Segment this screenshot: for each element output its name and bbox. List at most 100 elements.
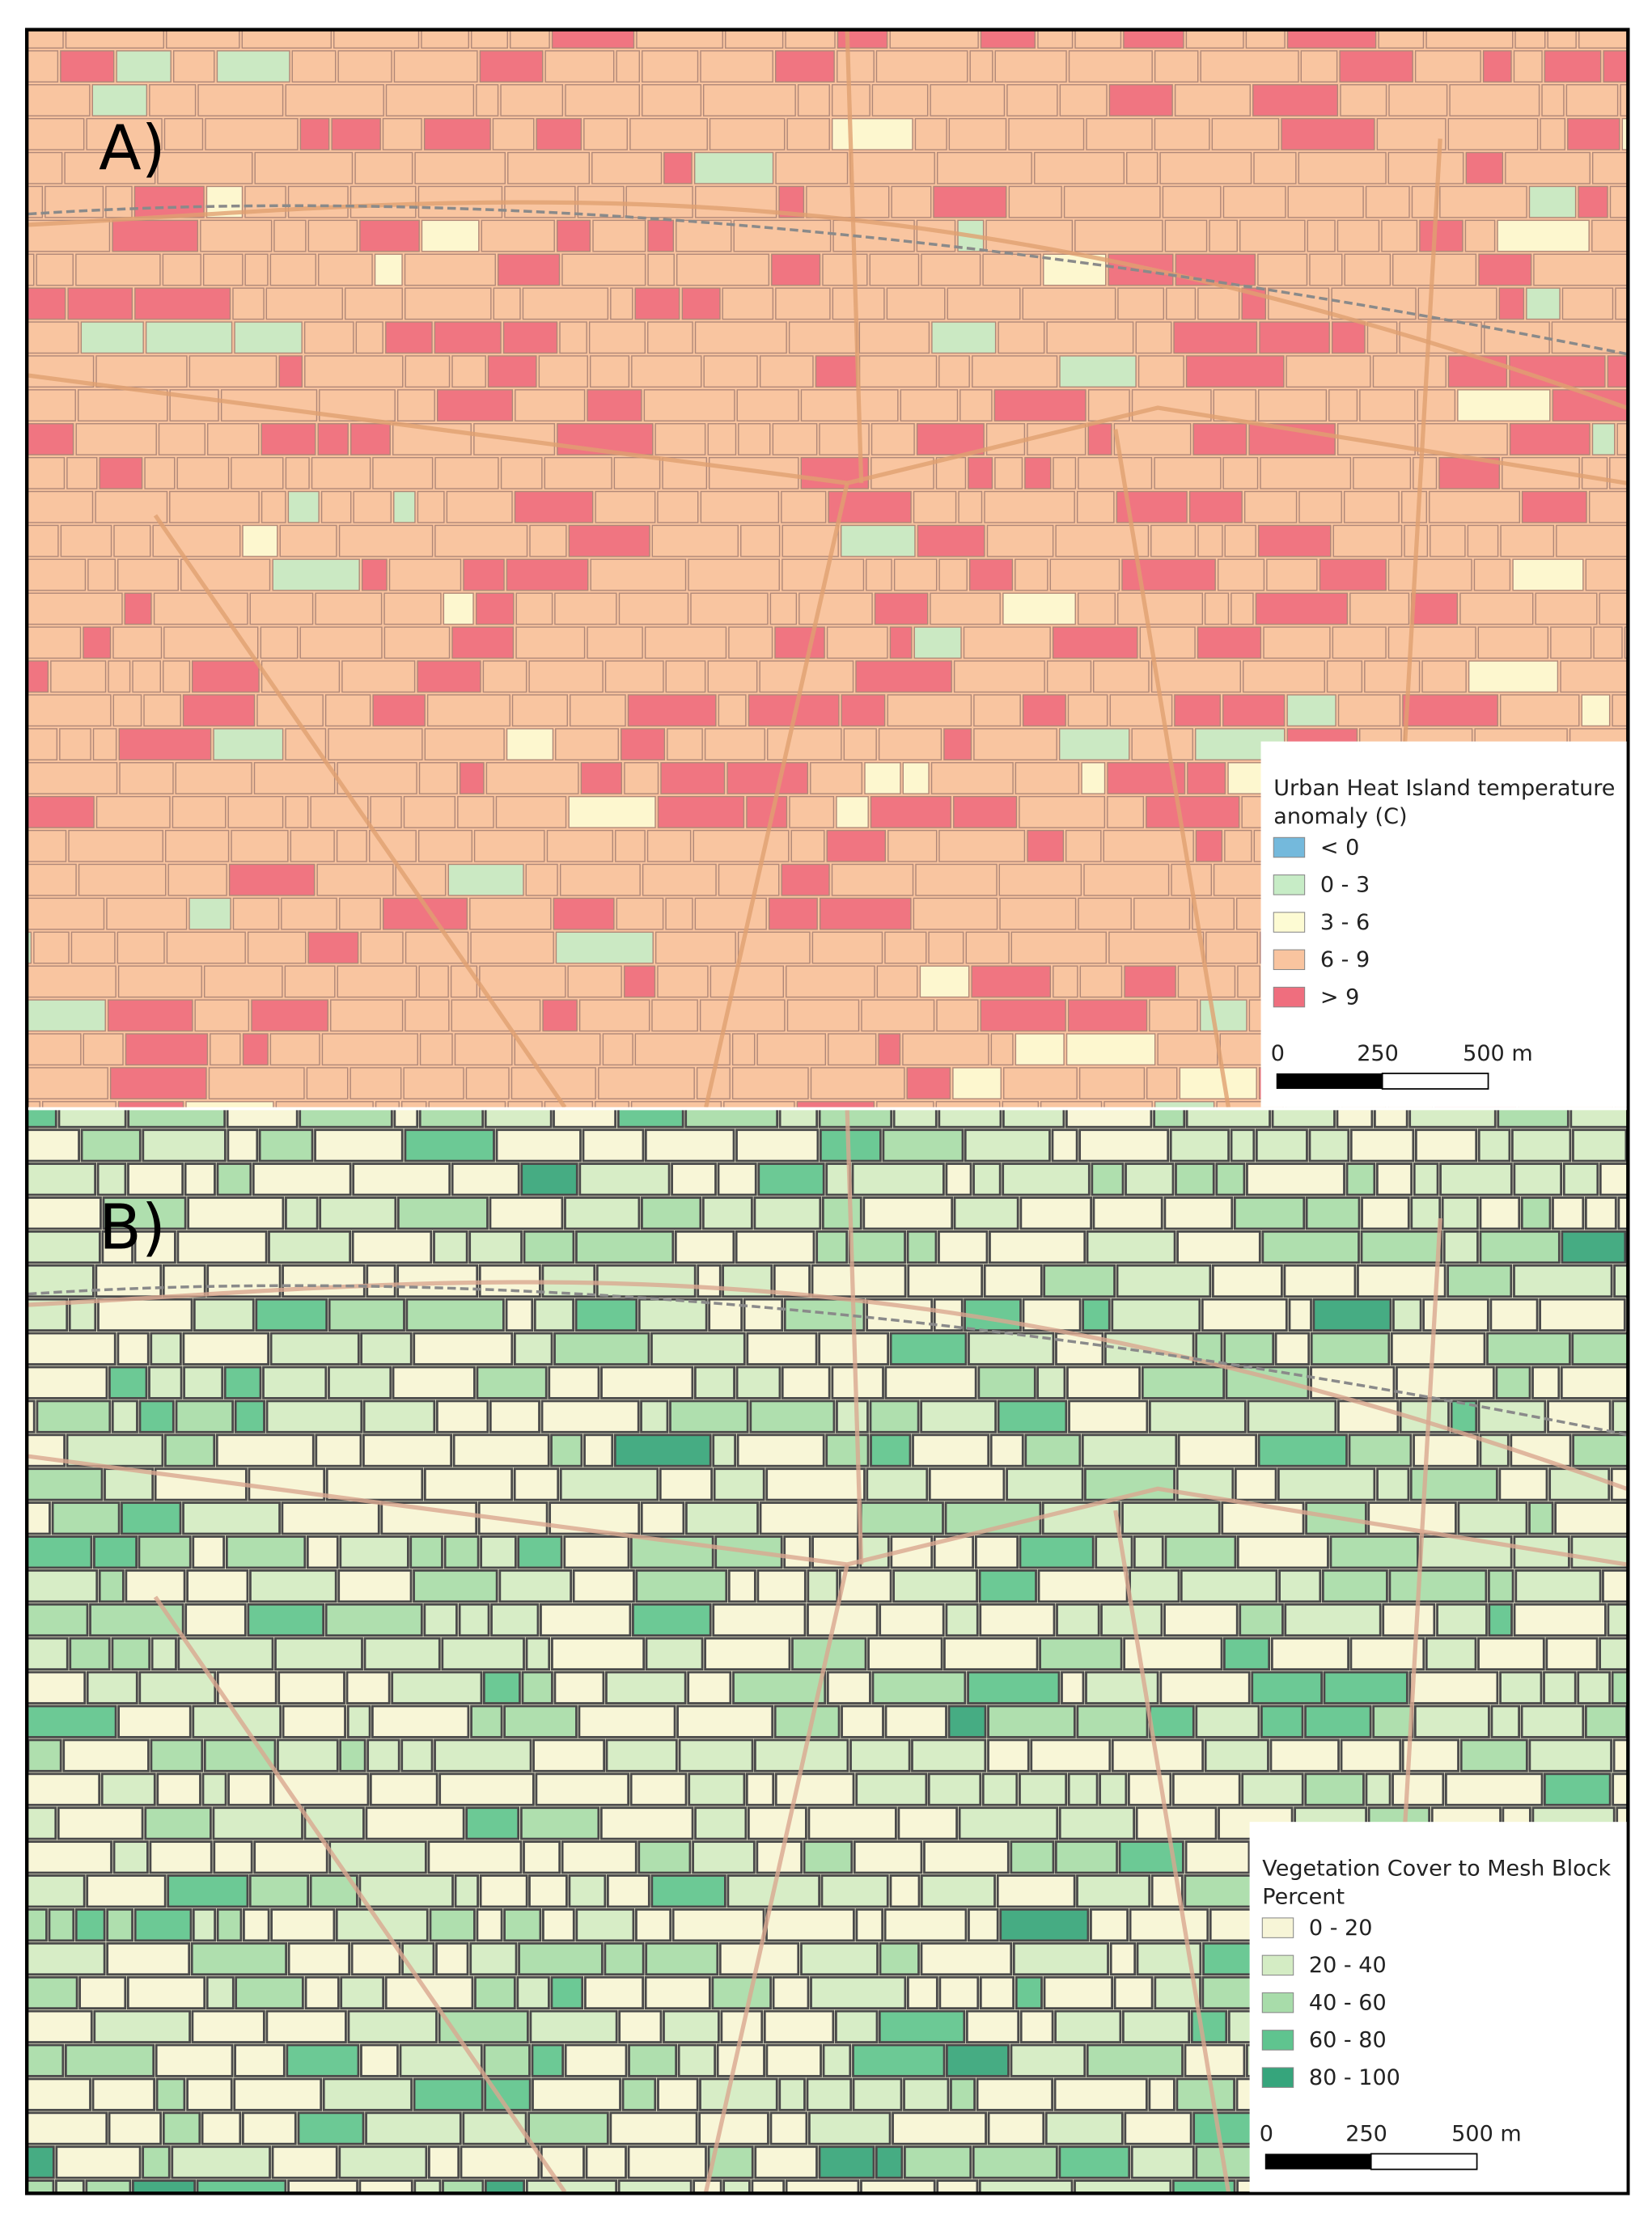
map-block	[1231, 592, 1254, 625]
map-block	[125, 1569, 186, 1603]
map-block	[1223, 1332, 1275, 1366]
map-block	[528, 660, 604, 693]
map-block	[1040, 1101, 1103, 1107]
map-block	[1078, 1067, 1146, 1099]
map-block	[717, 1162, 757, 1196]
map-block	[701, 1196, 753, 1230]
map-block	[621, 2077, 657, 2111]
map-block	[405, 287, 492, 320]
map-block	[287, 490, 320, 523]
map-block	[565, 84, 640, 116]
map-block	[533, 1298, 574, 1332]
map-block	[718, 863, 780, 896]
map-block	[382, 117, 422, 150]
map-block	[532, 1738, 606, 1772]
map-block	[1149, 999, 1198, 1032]
map-block	[1392, 1298, 1422, 1332]
map-block	[1179, 1067, 1257, 1099]
map-block	[551, 31, 635, 49]
map-block	[1550, 626, 1592, 659]
map-block	[156, 1772, 201, 1806]
map-block	[1414, 50, 1481, 83]
map-block	[150, 1637, 177, 1671]
map-block	[1441, 1196, 1479, 1230]
map-block	[102, 1196, 187, 1230]
map-block	[337, 50, 392, 83]
map-block	[116, 1332, 150, 1366]
map-block	[249, 1569, 337, 1603]
map-block	[616, 1110, 684, 1128]
map-block	[822, 2043, 852, 2077]
map-block	[314, 1128, 404, 1162]
map-block	[315, 592, 383, 625]
map-block	[610, 287, 633, 320]
legend-label: 6 - 9	[1320, 947, 1370, 972]
map-block	[66, 456, 98, 489]
map-block	[498, 253, 561, 286]
map-block	[143, 694, 181, 727]
map-block	[1599, 1162, 1627, 1196]
map-block	[553, 1670, 605, 1704]
map-block	[479, 965, 566, 998]
map-block	[798, 592, 873, 625]
map-block	[665, 660, 706, 693]
map-block	[28, 1738, 62, 1772]
map-block	[627, 694, 717, 727]
map-block	[1006, 84, 1058, 116]
map-block	[1215, 1162, 1246, 1196]
map-block	[1336, 219, 1380, 252]
map-block	[339, 1535, 409, 1569]
map-block	[1260, 456, 1352, 489]
map-block	[142, 2145, 171, 2179]
map-block	[108, 1366, 148, 1399]
map-block	[906, 1067, 951, 1099]
map-block	[1224, 829, 1252, 862]
map-block	[1154, 117, 1210, 150]
map-block	[1547, 1399, 1612, 1433]
map-block	[67, 287, 133, 320]
map-block	[28, 1230, 101, 1264]
map-block	[1578, 31, 1627, 49]
map-block	[226, 1110, 299, 1128]
map-block	[1414, 1128, 1478, 1162]
map-block	[585, 2145, 627, 2179]
map-block	[769, 592, 798, 625]
map-block	[882, 1128, 964, 1162]
map-block	[937, 151, 1032, 184]
map-block	[227, 1128, 259, 1162]
map-block	[1113, 1975, 1154, 2010]
map-block	[1117, 287, 1164, 320]
map-block	[647, 321, 693, 354]
map-block	[618, 2009, 663, 2043]
map-block	[450, 965, 478, 998]
map-block	[525, 1637, 551, 1671]
map-block	[28, 151, 63, 184]
map-block	[1014, 558, 1048, 591]
map-block	[405, 1298, 505, 1332]
map-block	[889, 1874, 921, 1908]
map-block	[462, 2111, 527, 2145]
map-road	[1113, 1510, 1231, 2192]
map-block	[1002, 1162, 1091, 1196]
map-block	[227, 1772, 272, 1806]
map-block	[746, 795, 788, 828]
map-block	[409, 1535, 443, 1569]
map-block	[1464, 219, 1496, 252]
map-block	[733, 219, 832, 252]
map-block	[1541, 84, 1565, 116]
map-block	[183, 1366, 224, 1399]
map-block	[1444, 1772, 1544, 1806]
map-block	[725, 31, 784, 49]
map-block	[1447, 117, 1539, 150]
map-block	[1108, 84, 1173, 116]
map-block	[699, 999, 786, 1032]
map-block	[1560, 660, 1627, 693]
map-block	[28, 694, 112, 727]
map-block	[138, 1535, 192, 1569]
map-block	[930, 84, 1006, 116]
map-block	[1274, 1332, 1311, 1366]
railway	[28, 1284, 1627, 1437]
map-block	[735, 1366, 782, 1399]
map-block	[429, 1908, 476, 1942]
map-block	[1037, 1569, 1129, 1603]
